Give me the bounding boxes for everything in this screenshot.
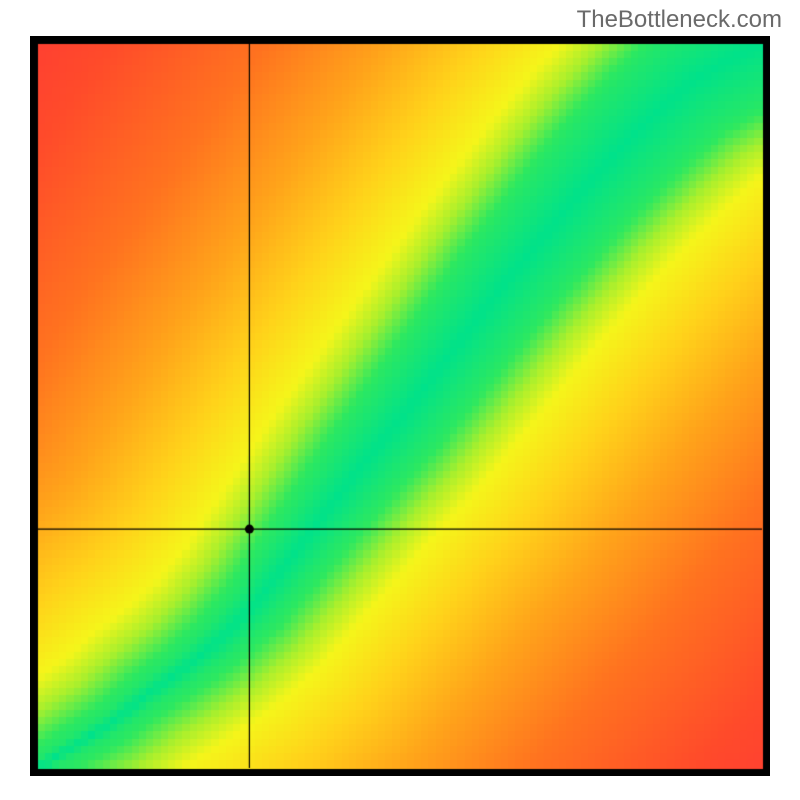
watermark-text: TheBottleneck.com bbox=[577, 6, 782, 34]
heatmap-canvas bbox=[30, 36, 770, 776]
root: TheBottleneck.com bbox=[0, 0, 800, 800]
heatmap-chart bbox=[30, 36, 770, 776]
